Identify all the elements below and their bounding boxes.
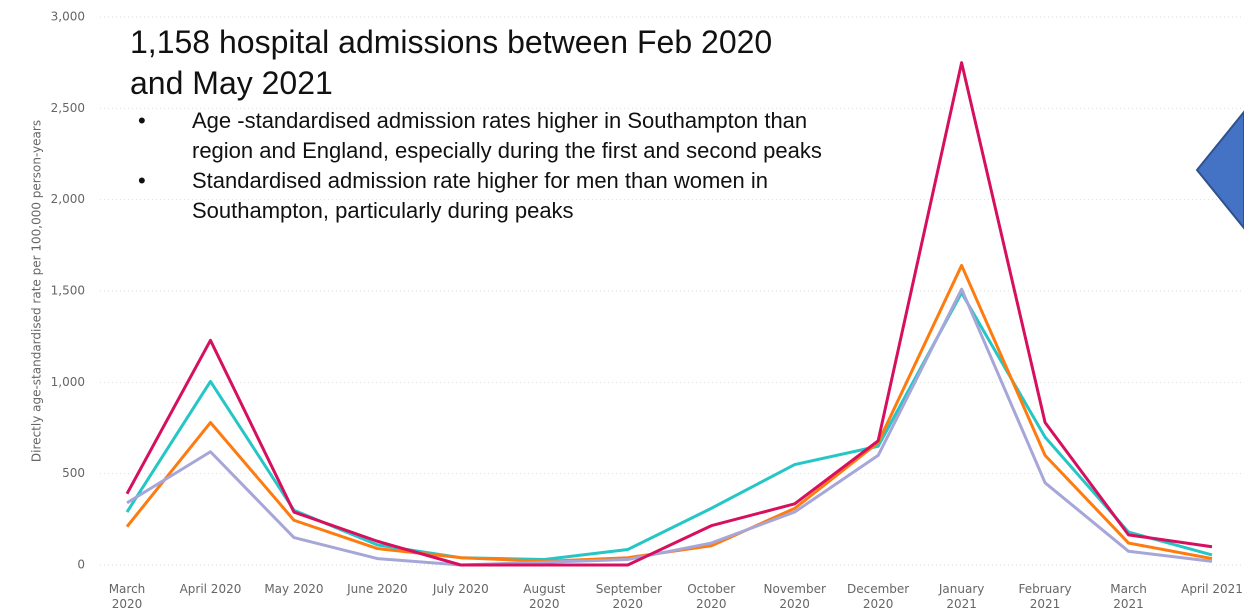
y-axis-label: Directly age-standardised rate per 100,0… <box>30 120 44 462</box>
bullet: Age -standardised admission rates higher… <box>130 106 842 166</box>
x-tick-label: November 2020 <box>763 582 826 611</box>
y-tick-label: 1,000 <box>51 375 85 389</box>
series-line <box>125 61 1213 567</box>
bullet-list: Age -standardised admission rates higher… <box>130 106 850 226</box>
series-line <box>125 263 1213 563</box>
x-tick-label: July 2020 <box>432 582 489 596</box>
x-tick-label: April 2021 <box>1181 582 1243 596</box>
x-tick-label: January 2021 <box>938 582 985 611</box>
y-tick-label: 2,500 <box>51 101 85 115</box>
x-tick-label: May 2020 <box>264 582 324 596</box>
x-tick-label: March 2020 <box>108 582 146 611</box>
x-tick-label: February 2021 <box>1018 582 1072 611</box>
x-tick-label: June 2020 <box>347 582 408 596</box>
x-tick-label: August 2020 <box>523 582 566 611</box>
arrow-shape <box>1195 110 1244 230</box>
x-tick-label: December 2020 <box>847 582 910 611</box>
y-tick-label: 2,000 <box>51 192 85 206</box>
text-box: 1,158 hospital admissions between Feb 20… <box>130 22 850 226</box>
y-tick-label: 500 <box>62 466 85 480</box>
y-tick-label: 3,000 <box>51 10 85 24</box>
x-tick-label: October 2020 <box>687 582 736 611</box>
x-tick-label: March 2021 <box>1110 582 1147 611</box>
bullet: Standardised admission rate higher for m… <box>130 166 842 226</box>
title: 1,158 hospital admissions between Feb 20… <box>130 24 773 101</box>
x-tick-label: April 2020 <box>179 582 242 596</box>
y-tick-label: 0 <box>77 558 85 572</box>
x-tick-label: September 2020 <box>595 582 663 611</box>
y-tick-label: 1,500 <box>51 284 85 298</box>
series-line <box>126 287 1213 567</box>
